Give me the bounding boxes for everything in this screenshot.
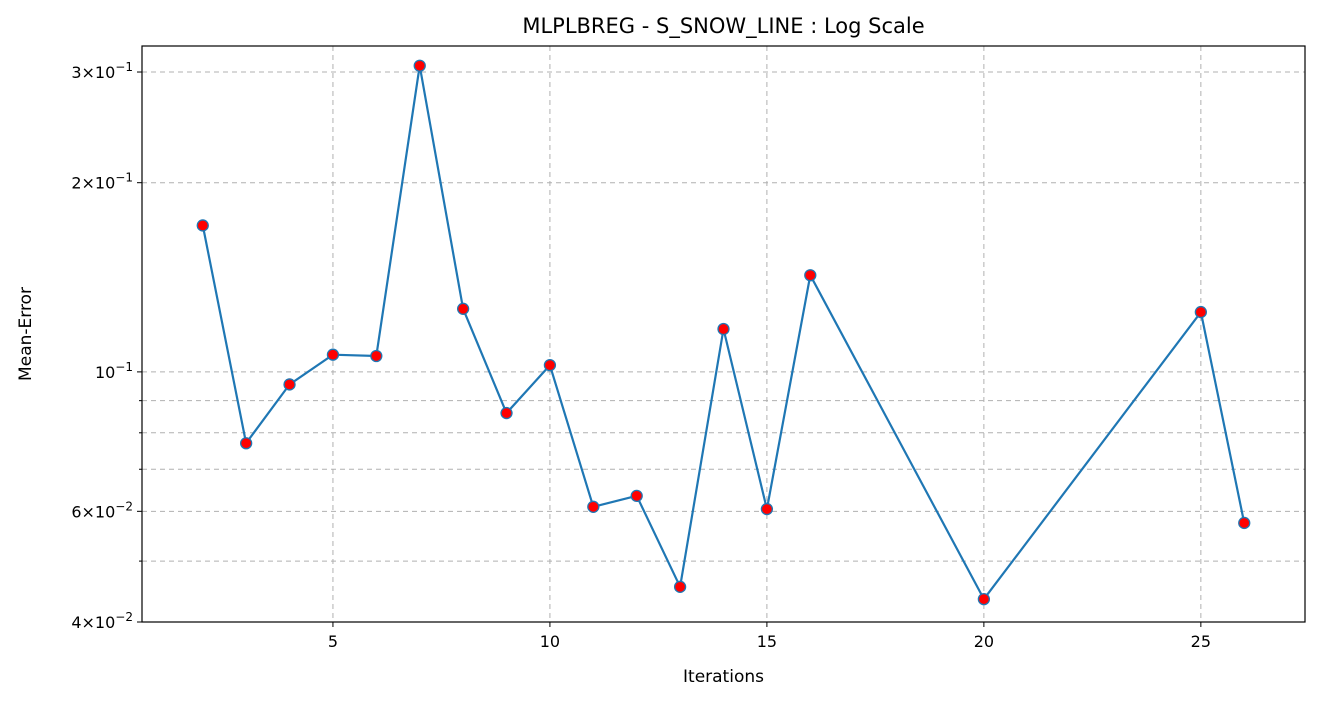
data-point	[1194, 305, 1208, 319]
data-point	[196, 219, 209, 232]
data-point	[760, 502, 774, 516]
x-axis-label: Iterations	[683, 667, 764, 687]
data-point	[977, 592, 991, 606]
data-point	[413, 59, 426, 72]
data-point	[326, 348, 340, 361]
y-tick-label: 6×10−2	[71, 499, 133, 521]
x-tick-label: 5	[328, 632, 338, 651]
x-tick-label: 10	[540, 632, 560, 651]
y-tick-label: 4×10−2	[71, 610, 133, 632]
y-axis-label: Mean-Error	[16, 287, 36, 381]
y-tick-label: 10−1	[95, 360, 133, 382]
data-point	[1238, 516, 1251, 530]
y-tick-label: 2×10−1	[71, 171, 133, 193]
data-point	[630, 489, 643, 502]
x-tick-label: 25	[1191, 632, 1211, 651]
data-point	[804, 269, 817, 282]
x-tick-label: 20	[974, 632, 994, 651]
data-point	[673, 580, 687, 593]
grid-layer	[142, 46, 1305, 623]
data-point	[717, 322, 730, 336]
data-point	[370, 349, 383, 363]
series-layer	[196, 59, 1251, 606]
chart-title: MLPLBREG - S_SNOW_LINE : Log Scale	[522, 14, 924, 39]
series-line	[201, 65, 1246, 602]
x-tick-label: 15	[757, 632, 777, 651]
plot-frame	[141, 45, 1306, 623]
data-point	[456, 302, 470, 315]
y-tick-label: 3×10−1	[71, 60, 133, 82]
ticks-layer: 5 10 15 20 25 4×10−2 6×10−2 10−1 2×10−1 3×10−1	[71, 60, 1211, 651]
data-point	[239, 437, 253, 450]
data-point	[283, 378, 296, 391]
data-point	[543, 359, 557, 372]
data-point	[500, 406, 513, 420]
data-point	[587, 500, 600, 513]
